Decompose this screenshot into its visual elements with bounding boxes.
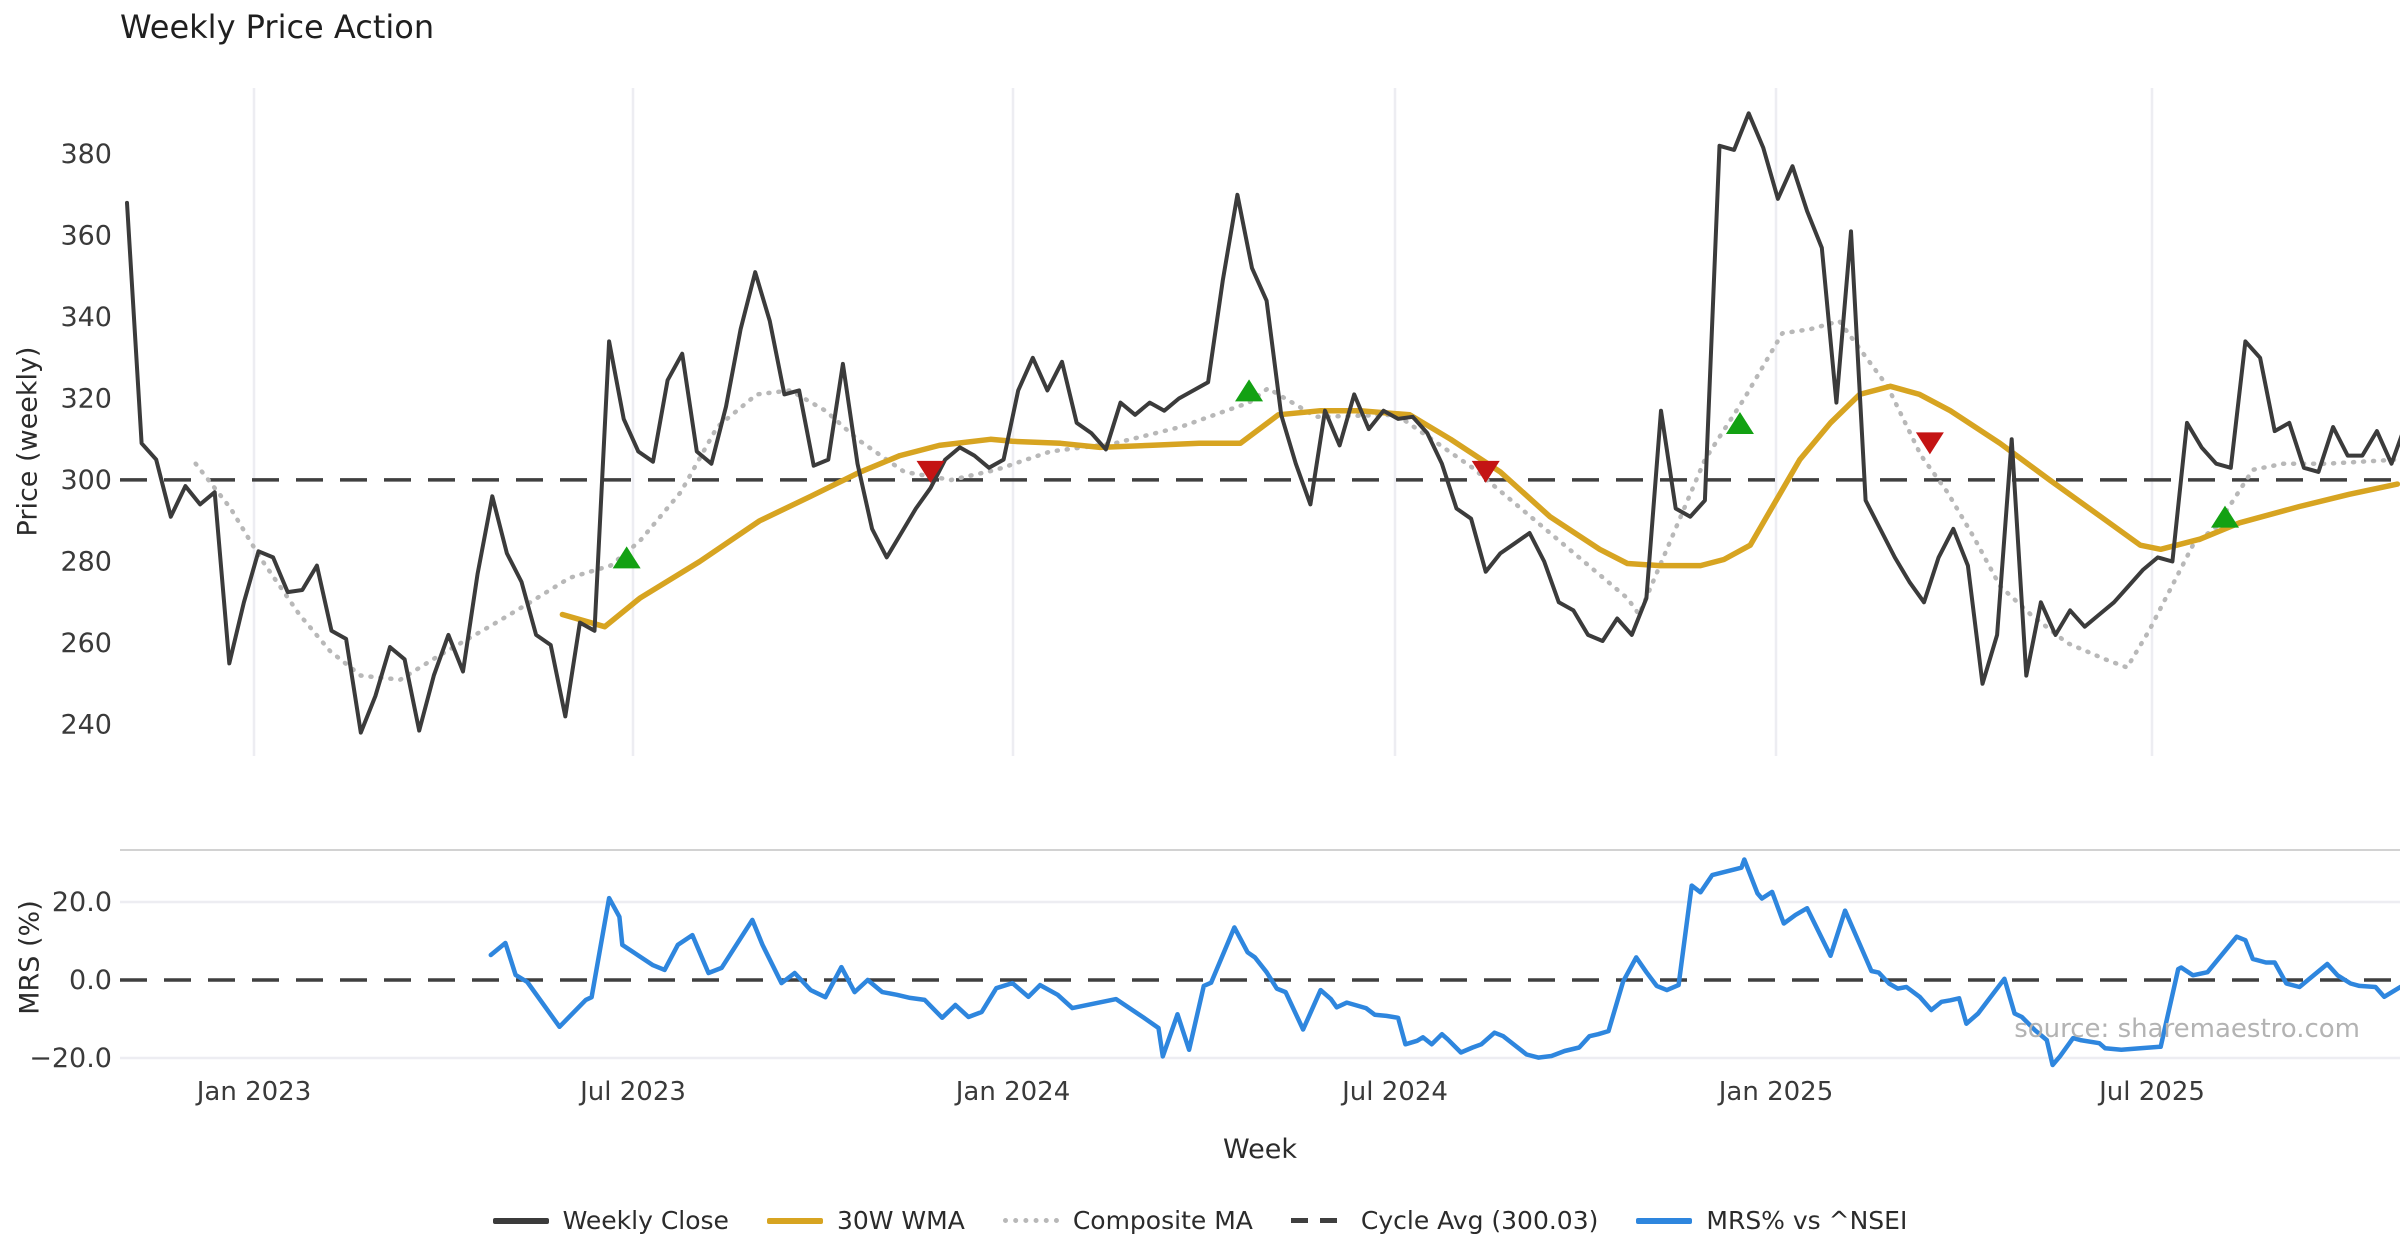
mrs-axis-label: MRS (%)	[14, 900, 46, 1015]
buy-signal-marker	[1235, 379, 1264, 402]
buy-signal-marker	[2210, 505, 2239, 528]
tick-label: 0.0	[69, 965, 112, 996]
x-axis-label: Week	[1223, 1134, 1297, 1165]
legend-label: 30W WMA	[836, 1206, 965, 1235]
legend-label: Weekly Close	[562, 1206, 729, 1235]
buy-signal-marker	[1725, 411, 1754, 434]
tick-label: 20.0	[52, 887, 112, 918]
source-attribution: source: sharemaestro.com	[2014, 1014, 2360, 1044]
buy-signal-marker	[612, 546, 641, 569]
legend-label: Composite MA	[1072, 1206, 1253, 1235]
tick-label: 320	[60, 384, 112, 415]
tick-label: 380	[60, 139, 112, 170]
sell-signal-marker	[1471, 460, 1500, 483]
mrs-line-swatch	[1636, 1217, 1693, 1224]
cycle-avg-line-swatch	[1290, 1218, 1347, 1223]
tick-label: 340	[60, 302, 112, 333]
legend-item-30w-wma: 30W WMA	[766, 1206, 965, 1235]
sell-signal-marker	[916, 460, 945, 483]
tick-label: Jan 2023	[195, 1077, 312, 1107]
legend-label: Cycle Avg (300.03)	[1360, 1206, 1599, 1235]
chart-title: Weekly Price Action	[120, 8, 435, 46]
legend-item-composite-ma: Composite MA	[1002, 1206, 1253, 1235]
legend-item-mrs: MRS% vs ^NSEI	[1636, 1206, 1907, 1235]
tick-label: 260	[60, 628, 112, 659]
tick-label: Jan 2025	[1717, 1077, 1834, 1107]
tick-label: −20.0	[29, 1043, 112, 1074]
tick-label: 360	[60, 221, 112, 252]
tick-label: 240	[60, 710, 112, 741]
legend-item-weekly-close: Weekly Close	[492, 1206, 729, 1235]
sell-signal-marker	[1915, 432, 1944, 455]
price-axis-label: Price (weekly)	[12, 346, 44, 537]
composite-ma-line-swatch	[1002, 1218, 1059, 1223]
weekly-close-line-swatch	[492, 1217, 549, 1224]
tick-label: 300	[60, 465, 112, 496]
legend: Weekly Close 30W WMA Composite MA Cycle …	[0, 1206, 2400, 1235]
tick-label: Jul 2025	[2097, 1077, 2205, 1107]
tick-label: Jan 2024	[954, 1077, 1071, 1107]
legend-label: MRS% vs ^NSEI	[1706, 1206, 1908, 1235]
wma-line-swatch	[766, 1217, 823, 1224]
tick-label: 280	[60, 547, 112, 578]
tick-label: Jul 2023	[578, 1077, 686, 1107]
legend-item-cycle-avg: Cycle Avg (300.03)	[1290, 1206, 1599, 1235]
tick-label: Jul 2024	[1340, 1077, 1448, 1107]
